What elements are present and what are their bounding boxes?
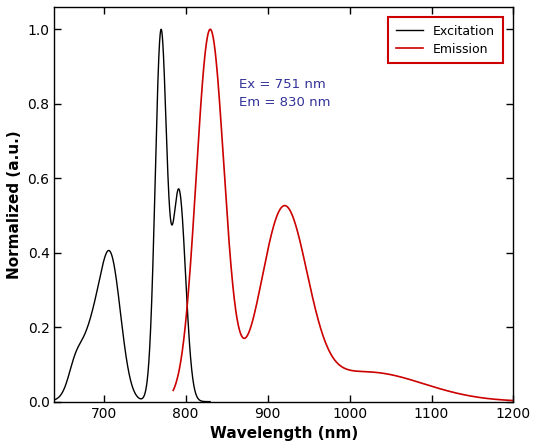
Emission <box>467 393 473 399</box>
Excitation <box>204 399 210 404</box>
Emission <box>301 255 307 261</box>
Excitation <box>158 26 165 32</box>
Emission <box>510 398 516 403</box>
Emission <box>170 388 176 393</box>
Excitation <box>78 338 84 344</box>
Text: Ex = 751 nm
Em = 830 nm: Ex = 751 nm Em = 830 nm <box>239 78 330 109</box>
Excitation <box>51 397 58 403</box>
Legend: Excitation, Emission: Excitation, Emission <box>388 17 502 63</box>
Emission <box>504 397 510 403</box>
Excitation <box>187 352 194 358</box>
Line: Excitation: Excitation <box>54 29 210 402</box>
Excitation <box>207 399 214 405</box>
Emission <box>209 30 215 35</box>
Emission <box>207 26 214 32</box>
Excitation <box>118 313 124 319</box>
Line: Emission: Emission <box>173 29 513 401</box>
Emission <box>229 278 236 284</box>
X-axis label: Wavelength (nm): Wavelength (nm) <box>210 426 358 441</box>
Excitation <box>111 263 117 268</box>
Y-axis label: Normalized (a.u.): Normalized (a.u.) <box>7 130 22 279</box>
Excitation <box>69 361 75 366</box>
Emission <box>315 319 322 324</box>
